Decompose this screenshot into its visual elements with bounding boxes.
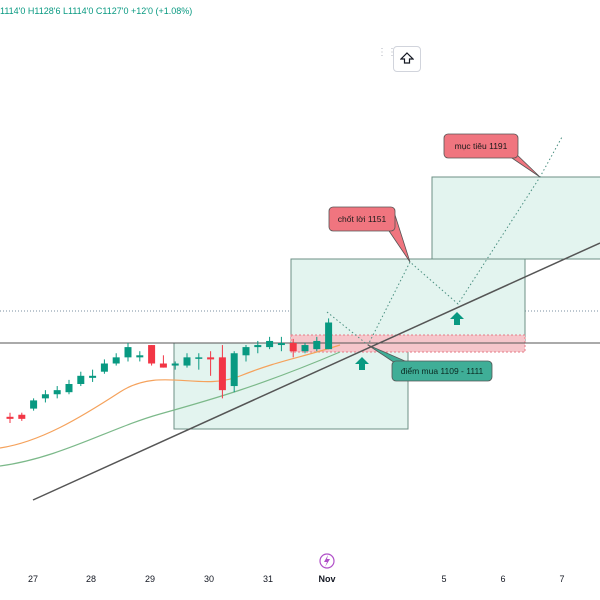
target-label-box [443, 133, 519, 159]
candle-body [325, 322, 333, 350]
candle [277, 336, 285, 352]
candle-body [100, 363, 108, 372]
candle [230, 351, 238, 393]
candle-body [53, 390, 61, 395]
candle-body [136, 355, 144, 358]
lightning-icon-bolt [324, 555, 330, 567]
drag-handle-icon[interactable]: ⋮⋮ [377, 47, 397, 58]
candle-body [313, 340, 321, 350]
candle-body [159, 363, 167, 368]
candle [171, 361, 179, 370]
time-label: 6 [500, 574, 506, 584]
candle [136, 351, 144, 362]
ma-green-line [0, 351, 341, 467]
candle-body [18, 414, 26, 419]
candle-body [65, 384, 73, 393]
take-profit-label: chốt lời 1151 [328, 206, 411, 263]
candle-body [124, 347, 132, 358]
candle-body [266, 340, 274, 348]
lightning-icon [319, 553, 335, 569]
take-profit-label-text: chốt lời 1151 [338, 214, 387, 224]
take-profit-label-box [328, 206, 396, 232]
candle [183, 353, 191, 368]
candle-body [207, 357, 215, 360]
candle [159, 355, 167, 368]
ohlc-legend: 1114'0 H1128'6 L1114'0 C1127'0 +12'0 (+1… [0, 6, 193, 16]
target-label-text: mục tiêu 1191 [455, 141, 508, 151]
time-label: 28 [85, 574, 97, 584]
candle-body [195, 357, 203, 359]
candle [18, 412, 26, 421]
time-label: 27 [27, 574, 39, 584]
buy-point-label: điểm mua 1109 - 1111 [367, 344, 493, 382]
candle-body [254, 345, 262, 348]
candle-body [183, 357, 191, 366]
candle-body [218, 357, 226, 391]
candle [218, 345, 226, 399]
target-label: mục tiêu 1191 [443, 133, 541, 178]
candle [100, 359, 108, 374]
time-label: 30 [203, 574, 215, 584]
buy-box [173, 342, 409, 430]
candle-body [171, 363, 179, 366]
candle [254, 340, 262, 354]
candle-body [30, 400, 38, 409]
ma-orange-line [0, 344, 341, 449]
target-box [431, 176, 600, 260]
time-label: 29 [144, 574, 156, 584]
candle-body [89, 375, 97, 378]
candle [65, 379, 73, 395]
candle [207, 351, 215, 376]
candle-body [112, 357, 120, 364]
candle [266, 336, 274, 350]
buy-point-label-box [391, 360, 493, 382]
time-label: 7 [559, 574, 565, 584]
candle [30, 398, 38, 411]
candle-body [277, 343, 285, 346]
trend-line [32, 242, 600, 501]
arrow-up-button[interactable] [393, 46, 421, 72]
buy-arrow-icon [355, 357, 369, 370]
arrow-up-icon [400, 52, 414, 64]
candle-body [230, 353, 238, 387]
candle [242, 345, 250, 362]
candle [41, 390, 49, 403]
candle [53, 386, 61, 399]
candle-body [6, 416, 14, 419]
candle [289, 338, 297, 358]
candle [313, 336, 321, 352]
candle-body [77, 375, 85, 384]
candle [89, 369, 97, 382]
candle-body [289, 343, 297, 352]
candle [6, 412, 14, 423]
candle [148, 345, 156, 366]
candle-body [41, 394, 49, 399]
candle-body [148, 345, 156, 364]
time-label: Nov [318, 574, 336, 584]
candle [325, 318, 333, 350]
entry-arrow-icon [450, 312, 464, 325]
buy-point-label-text: điểm mua 1109 - 1111 [401, 366, 484, 376]
candle [195, 353, 203, 370]
candle [301, 343, 309, 354]
time-label: 5 [441, 574, 447, 584]
candle [112, 353, 120, 366]
time-label: 31 [262, 574, 274, 584]
candle-body [301, 345, 309, 352]
candle [77, 371, 85, 387]
candle-body [242, 347, 250, 356]
projection-path [326, 136, 563, 346]
time-axis[interactable]: 27 28 29 30 31 Nov 5 6 7 [0, 570, 600, 600]
candle [124, 343, 132, 362]
